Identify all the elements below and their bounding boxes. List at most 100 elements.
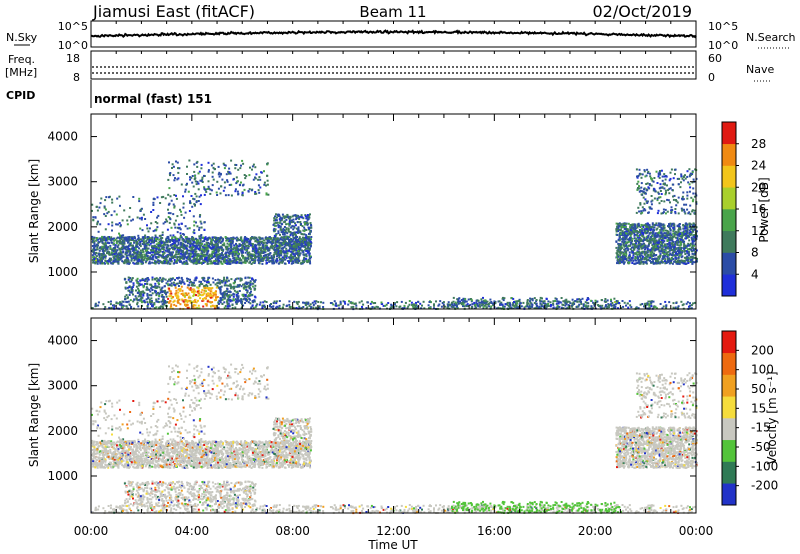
echo-cell <box>168 247 171 250</box>
echo-cell <box>111 201 114 204</box>
echo-cell <box>237 299 240 302</box>
echo-cell <box>680 300 683 303</box>
echo-cell <box>104 259 107 262</box>
echo-cell <box>200 254 203 256</box>
echo-cell <box>406 307 409 310</box>
echo-cell <box>146 249 149 252</box>
echo-cell <box>194 253 197 256</box>
echo-cell <box>251 243 254 246</box>
echo-cell <box>186 301 189 304</box>
echo-cell <box>223 259 226 262</box>
echo-cell <box>239 244 242 247</box>
echo-cell <box>242 162 245 165</box>
echo-cell <box>205 241 208 244</box>
echo-cell <box>283 239 286 242</box>
echo-cell <box>272 261 275 264</box>
echo-cell <box>168 295 171 298</box>
echo-cell <box>309 230 312 233</box>
echo-cell <box>240 300 242 303</box>
echo-cell <box>279 242 282 244</box>
echo-cell <box>113 250 116 253</box>
echo-cell <box>158 254 161 257</box>
echo-cell <box>249 237 252 240</box>
echo-cell <box>200 261 203 264</box>
echo-cell <box>187 296 190 299</box>
echo-cell <box>305 259 308 262</box>
echo-cell <box>91 245 94 247</box>
echo-cell <box>198 237 201 240</box>
echo-cell <box>636 232 639 235</box>
echo-cell <box>285 216 288 219</box>
echo-cell <box>294 258 297 261</box>
echo-cell <box>296 250 299 253</box>
echo-cell <box>176 248 179 251</box>
echo-cell <box>197 172 200 175</box>
echo-cell <box>171 238 174 241</box>
echo-cell <box>170 303 173 306</box>
echo-cell <box>307 301 310 304</box>
echo-cell <box>203 253 206 256</box>
echo-cell <box>308 257 311 260</box>
echo-cell <box>235 258 238 261</box>
echo-cell <box>192 301 195 303</box>
echo-cell <box>105 260 108 263</box>
echo-cell <box>212 246 215 249</box>
echo-cell <box>251 300 254 303</box>
echo-cell <box>159 291 162 294</box>
echo-cell <box>216 296 219 298</box>
echo-cell <box>296 244 299 247</box>
echo-cell <box>96 262 99 265</box>
echo-cell <box>261 237 264 240</box>
echo-cell <box>320 301 322 304</box>
echo-cell <box>98 249 101 252</box>
echo-cell <box>240 298 243 301</box>
echo-cell <box>107 250 110 253</box>
echo-cell <box>275 252 278 255</box>
echo-cell <box>262 301 265 304</box>
echo-cell <box>100 197 103 200</box>
echo-cell <box>142 259 145 261</box>
date-title: 02/Oct/2019 <box>592 2 692 21</box>
echo-cell <box>662 305 665 308</box>
echo-cell <box>306 214 309 216</box>
echo-cell <box>255 236 258 239</box>
echo-cell <box>177 247 180 249</box>
echo-cell <box>107 301 110 303</box>
echo-cell <box>244 256 247 259</box>
echo-cell <box>275 213 277 216</box>
echo-cell <box>146 301 149 304</box>
echo-cell <box>252 299 255 302</box>
echo-cell <box>177 223 180 226</box>
echo-cell <box>142 293 145 296</box>
echo-cell <box>114 246 117 249</box>
echo-cell <box>142 250 145 253</box>
echo-cell <box>136 277 139 280</box>
echo-cell <box>227 302 230 305</box>
echo-cell <box>153 303 156 306</box>
echo-cell <box>226 295 229 298</box>
echo-cell <box>152 230 155 233</box>
echo-cell <box>102 252 105 255</box>
echo-cell <box>302 217 305 220</box>
echo-cell <box>164 278 167 281</box>
echo-cell <box>303 253 306 256</box>
echo-cell <box>174 226 177 229</box>
echo-cell <box>276 240 279 243</box>
echo-cell <box>149 290 152 293</box>
echo-cell <box>175 194 177 197</box>
echo-cell <box>275 300 278 303</box>
echo-cell <box>223 294 226 297</box>
echo-cell <box>131 287 133 290</box>
echo-cell <box>270 255 273 258</box>
echo-cell <box>263 257 266 259</box>
echo-cell <box>216 239 219 242</box>
echo-cell <box>131 244 134 247</box>
echo-cell <box>116 253 119 256</box>
echo-cell <box>203 251 206 254</box>
echo-cell <box>275 261 278 264</box>
echo-cell <box>113 305 116 308</box>
echo-cell <box>210 240 213 243</box>
echo-cell <box>229 300 232 303</box>
echo-cell <box>211 296 214 299</box>
echo-cell <box>239 279 242 282</box>
